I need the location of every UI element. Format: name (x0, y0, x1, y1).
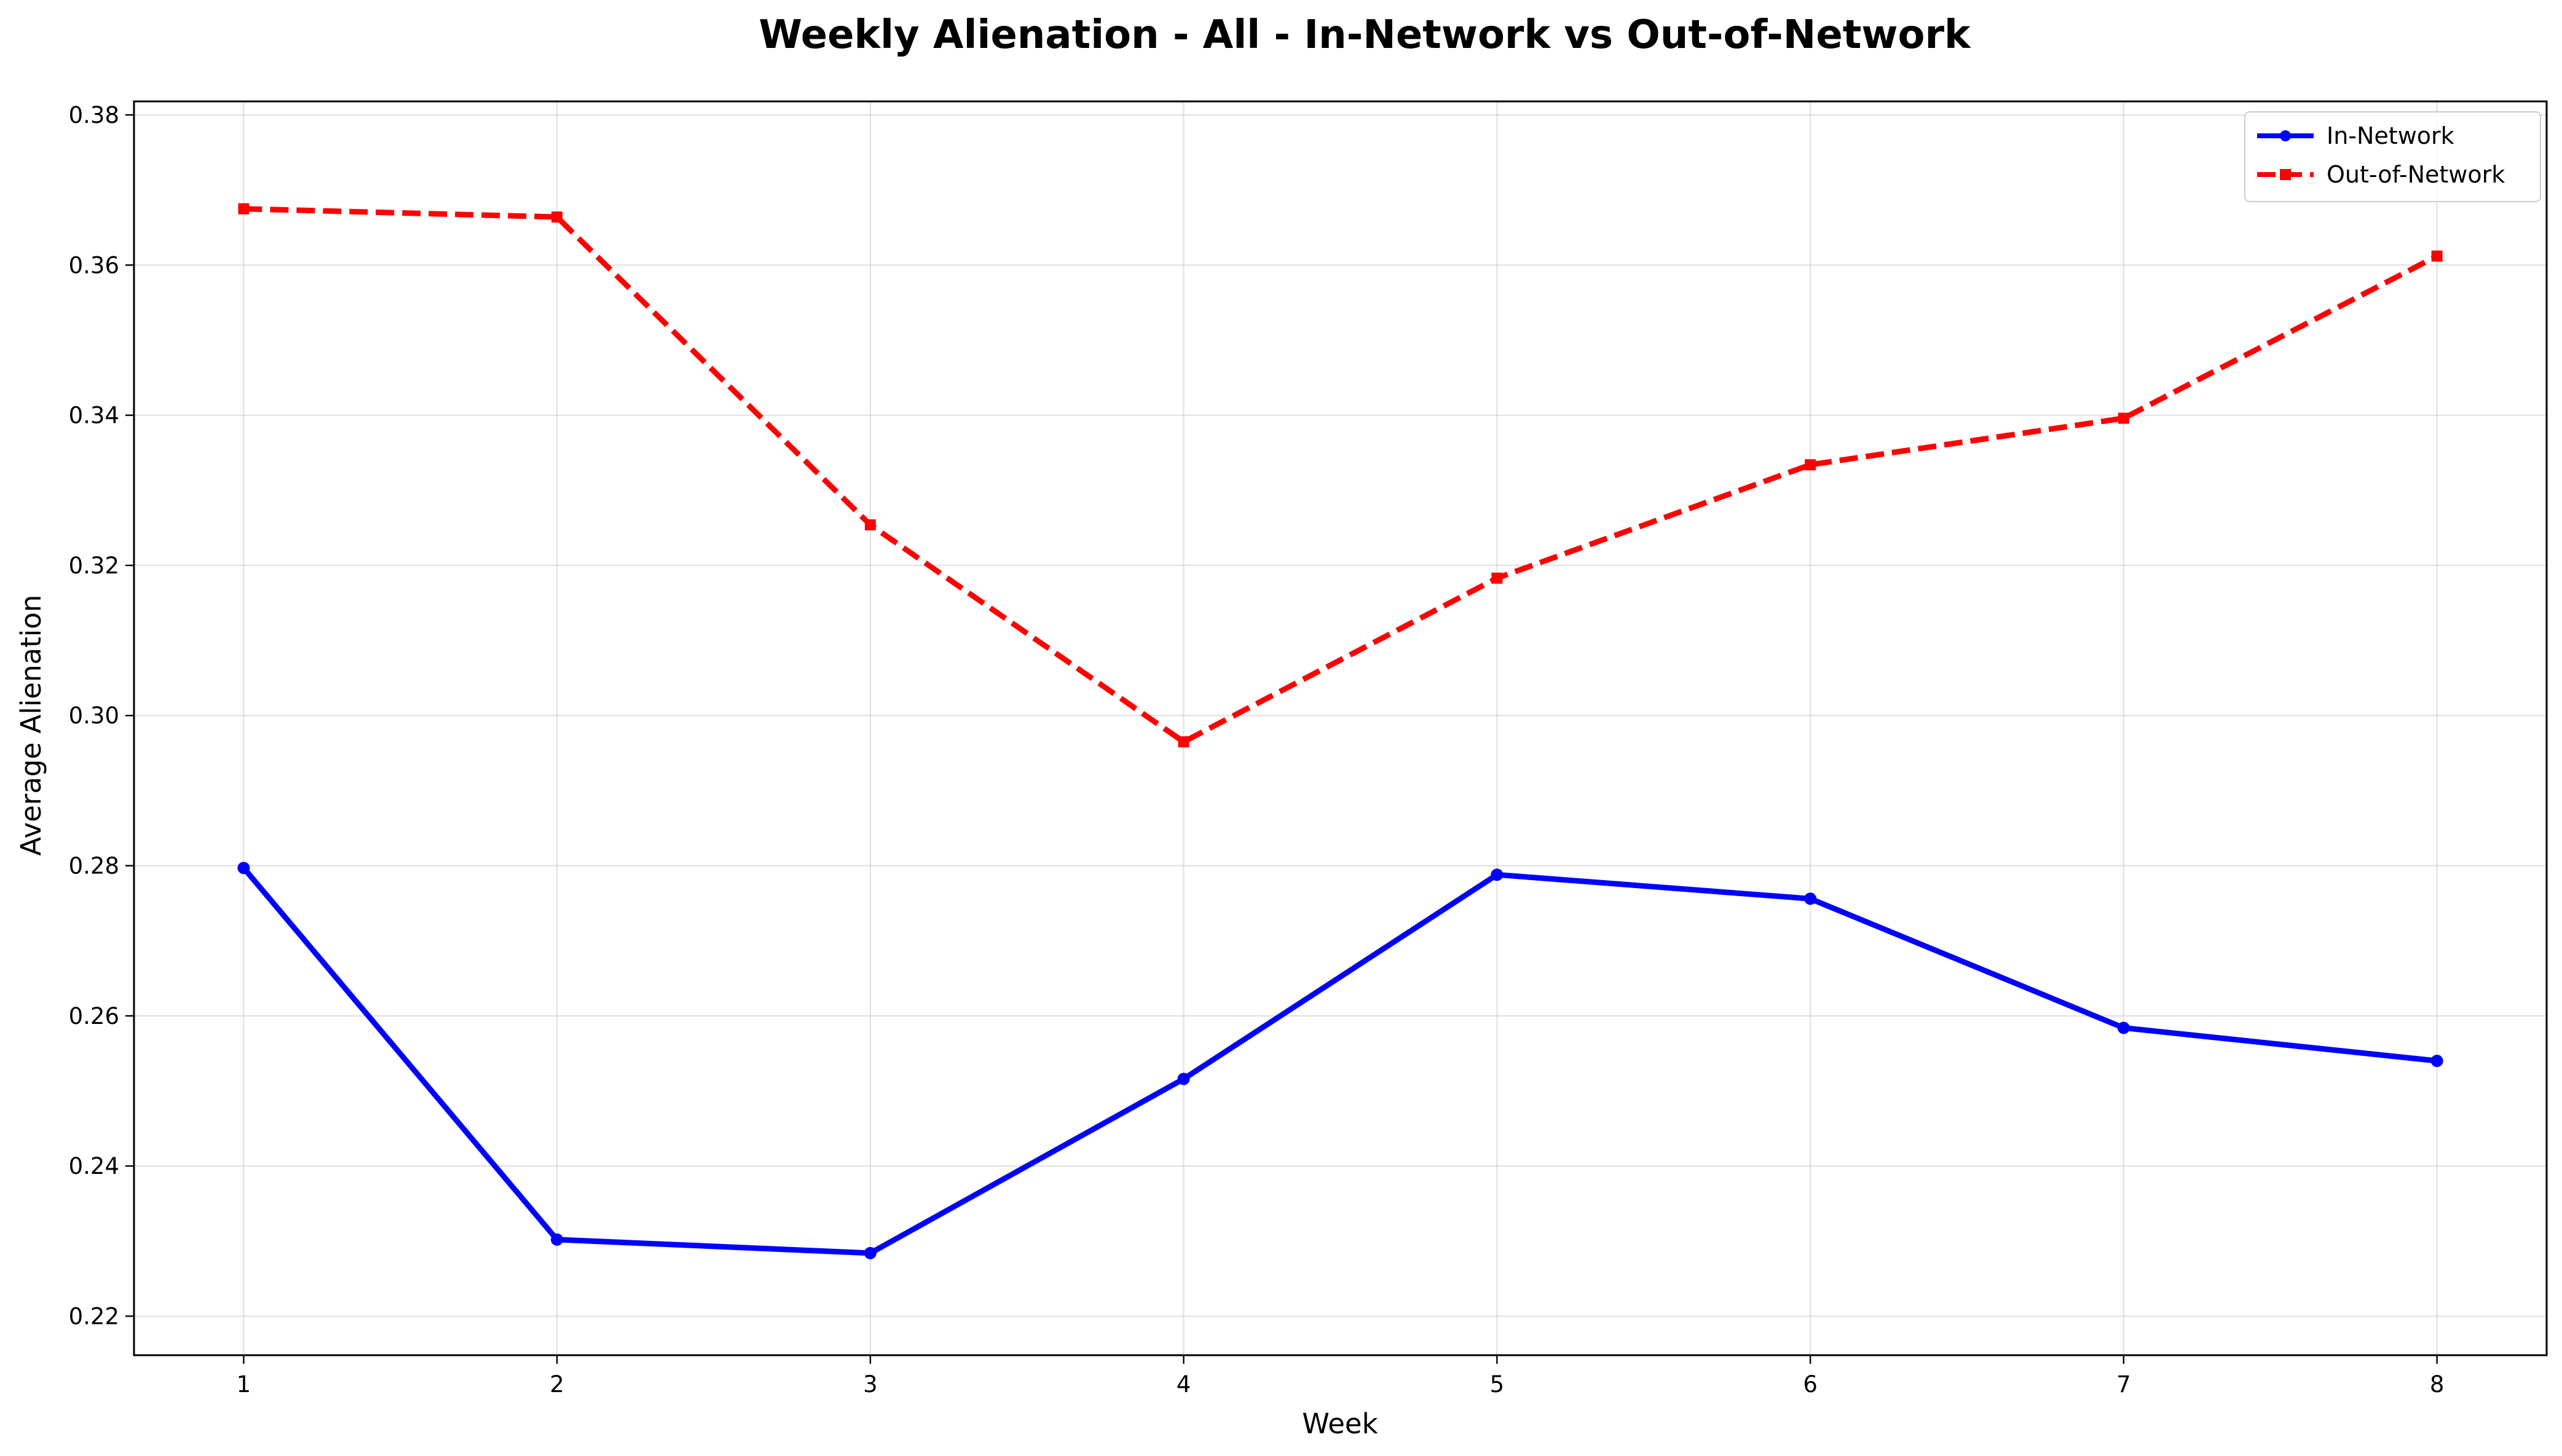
data-point (1177, 1072, 1190, 1085)
plot-area-frame (133, 100, 2548, 1356)
data-point (864, 1246, 877, 1259)
data-point (864, 519, 876, 530)
legend-marker-in-network (2280, 130, 2291, 141)
data-point (1805, 459, 1816, 471)
data-point (2117, 1021, 2130, 1034)
x-tick-label: 5 (1490, 1371, 1505, 1398)
x-tick-label: 3 (863, 1371, 878, 1398)
data-point (1491, 572, 1503, 584)
legend-frame (2244, 111, 2541, 202)
x-tick-label: 2 (550, 1371, 564, 1398)
legend: In-Network Out-of-Network (2244, 111, 2541, 202)
legend-label-in-network: In-Network (2327, 122, 2454, 149)
data-point (551, 211, 563, 223)
data-point (1178, 736, 1189, 747)
x-tick-label: 1 (237, 1371, 251, 1398)
data-point (2430, 1055, 2443, 1068)
x-tick-label: 7 (2116, 1371, 2131, 1398)
legend-marker-out-of-network (2280, 169, 2291, 180)
y-tick-label: 0.32 (69, 553, 119, 579)
x-axis-label: Week (1302, 1407, 1378, 1440)
series-in-network (237, 862, 2443, 1259)
x-tick-label: 4 (1177, 1371, 1191, 1398)
data-point (237, 862, 250, 875)
data-point (2431, 250, 2443, 262)
x-tick-label: 8 (2430, 1371, 2445, 1398)
y-tick-label: 0.22 (69, 1303, 119, 1329)
plot-series (237, 203, 2443, 1259)
y-axis-label: Average Alienation (15, 595, 47, 856)
y-tick-label: 0.26 (69, 1003, 119, 1029)
data-point (551, 1233, 564, 1246)
data-point (1491, 868, 1504, 881)
legend-label-out-of-network: Out-of-Network (2327, 161, 2505, 188)
data-point (2118, 412, 2129, 424)
y-tick-label: 0.34 (69, 403, 119, 429)
y-tick-label: 0.36 (69, 252, 119, 278)
y-tick-label: 0.38 (69, 102, 119, 128)
x-axis-ticks: 1 2 3 4 5 6 7 8 (237, 1355, 2445, 1398)
series-line-in-network (241, 866, 2438, 1256)
y-tick-label: 0.30 (69, 702, 119, 729)
grid (134, 101, 2547, 1355)
y-axis-ticks: 0.22 0.24 0.26 0.28 0.30 0.32 0.34 0.36 0.38 (69, 102, 134, 1329)
series-out-of-network (238, 203, 2443, 747)
data-point (238, 203, 250, 214)
y-tick-label: 0.28 (69, 853, 119, 880)
y-tick-label: 0.24 (69, 1153, 119, 1179)
data-point (1804, 892, 1817, 905)
chart-title: Weekly Alienation - All - In-Network vs … (759, 12, 1971, 58)
series-line-out-of-network (243, 206, 2438, 745)
x-tick-label: 6 (1803, 1371, 1818, 1398)
